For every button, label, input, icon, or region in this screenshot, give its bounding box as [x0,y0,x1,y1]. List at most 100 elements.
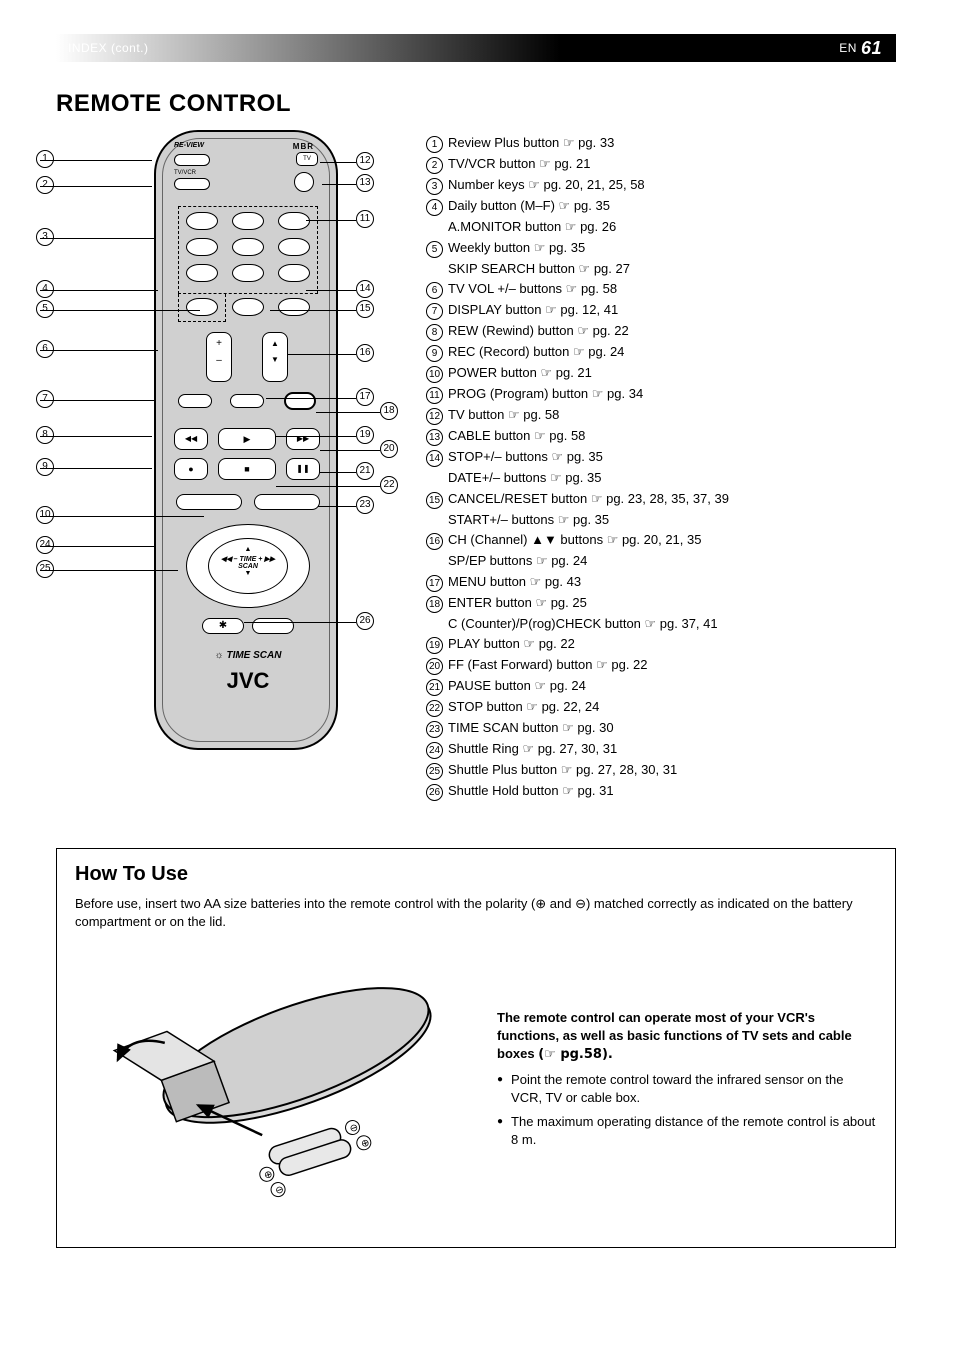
battery-bullet: Point the remote control toward the infr… [497,1071,877,1107]
callout-20: 20 [380,440,398,458]
tv-small-btn: TV [296,152,318,166]
legend-text: SKIP SEARCH button ☞ pg. 27 [448,260,896,279]
legend-number: 20 [426,658,443,675]
timescan-btn [254,494,320,510]
legend-row: 18ENTER button ☞ pg. 25 [426,594,896,613]
numkey-0 [232,298,264,316]
brand-logo: JVC [156,668,340,694]
callout-23: 23 [356,496,374,514]
legend-row: 4 Daily button (M–F) ☞ pg. 35 [426,197,896,216]
pause-btn: ❚❚ [286,458,320,480]
daily-btn [186,298,218,316]
numkey-1 [186,212,218,230]
legend-text: PROG (Program) button ☞ pg. 34 [448,385,896,404]
legend-number: 14 [426,450,443,467]
legend-number: 17 [426,575,443,592]
numkey-6 [278,238,310,256]
legend-number: 25 [426,763,443,780]
legend-row: 7DISPLAY button ☞ pg. 12, 41 [426,301,896,320]
legend-number: 4 [426,199,443,216]
callout-7: 7 [36,390,54,408]
play-btn: ▶ [218,428,276,450]
legend-number: 12 [426,408,443,425]
legend-row: 2 TV/VCR button ☞ pg. 21 [426,155,896,174]
legend-row: 19PLAY button ☞ pg. 22 [426,635,896,654]
legend-row: 11PROG (Program) button ☞ pg. 34 [426,385,896,404]
numkey-4 [186,238,218,256]
legend-text: A.MONITOR button ☞ pg. 26 [448,218,896,237]
legend-text: DISPLAY button ☞ pg. 12, 41 [448,301,896,320]
legend-row: SP/EP buttons ☞ pg. 24 [426,552,896,571]
legend-row: 20FF (Fast Forward) button ☞ pg. 22 [426,656,896,675]
cable-btn2 [252,618,294,634]
legend-number: 5 [426,241,443,258]
legend-text: Review Plus button ☞ pg. 33 [448,134,896,153]
legend-row: 13CABLE button ☞ pg. 58 [426,427,896,446]
callout-13: 13 [356,174,374,192]
battery-illustration: ⊕ ⊖ ⊖ ⊕ [87,959,457,1219]
callout-21: 21 [356,462,374,480]
legend-text: REW (Rewind) button ☞ pg. 22 [448,322,896,341]
legend-row: 3Number keys ☞ pg. 20, 21, 25, 58 [426,176,896,195]
legend-row: 14STOP+/– buttons ☞ pg. 35 [426,448,896,467]
legend-row: 26Shuttle Hold button ☞ pg. 31 [426,782,896,801]
rec-btn: ● [174,458,208,480]
legend-text: TV/VCR button ☞ pg. 21 [448,155,896,174]
legend-row: 10POWER button ☞ pg. 21 [426,364,896,383]
review-plus-btn [174,154,210,166]
legend-text: TIME SCAN button ☞ pg. 30 [448,719,896,738]
legend-text: Shuttle Plus button ☞ pg. 27, 28, 30, 31 [448,761,896,780]
tvvcr-btn [174,178,210,190]
legend-text: STOP button ☞ pg. 22, 24 [448,698,896,717]
legend-row: A.MONITOR button ☞ pg. 26 [426,218,896,237]
legend-text: DATE+/– buttons ☞ pg. 35 [448,469,896,488]
callout-8: 8 [36,426,54,444]
legend: 1 Review Plus button ☞ pg. 33 2 TV/VCR butt… [426,134,896,803]
legend-row: START+/– buttons ☞ pg. 35 [426,511,896,530]
legend-text: Shuttle Ring ☞ pg. 27, 30, 31 [448,740,896,759]
vol-rocker: + – [206,332,232,382]
legend-number: 10 [426,366,443,383]
legend-number: 6 [426,282,443,299]
legend-number: 22 [426,700,443,717]
legend-text: TV button ☞ pg. 58 [448,406,896,425]
header-bar: INDEX (cont.) EN61 [56,34,896,62]
legend-number: 3 [426,178,443,195]
callout-14: 14 [356,280,374,298]
legend-text: TV VOL +/– buttons ☞ pg. 58 [448,280,896,299]
callout-4: 4 [36,280,54,298]
legend-row: 21PAUSE button ☞ pg. 24 [426,677,896,696]
legend-text: Daily button (M–F) ☞ pg. 35 [448,197,896,216]
legend-row: 5Weekly button ☞ pg. 35 [426,239,896,258]
legend-text: SP/EP buttons ☞ pg. 24 [448,552,896,571]
battery-instruction-box: How To Use Before use, insert two AA siz… [56,848,896,1248]
legend-row: 12 TV button ☞ pg. 58 [426,406,896,425]
prog-btn [176,494,242,510]
numkey-9 [278,264,310,282]
legend-row: 15CANCEL/RESET button ☞ pg. 23, 28, 35, … [426,490,896,509]
legend-number: 2 [426,157,443,174]
legend-text: CANCEL/RESET button ☞ pg. 23, 28, 35, 37… [448,490,896,509]
legend-row: 23TIME SCAN button ☞ pg. 30 [426,719,896,738]
legend-row: DATE+/– buttons ☞ pg. 35 [426,469,896,488]
callout-11: 11 [356,210,374,228]
legend-row: 17MENU button ☞ pg. 43 [426,573,896,592]
numkey-2 [232,212,264,230]
battery-title: How To Use [75,863,188,886]
callout-15: 15 [356,300,374,318]
legend-number: 8 [426,324,443,341]
battery-cautions: The remote control can operate most of y… [497,1009,877,1155]
legend-text: CABLE button ☞ pg. 58 [448,427,896,446]
numkey-3 [278,212,310,230]
numkey-5 [232,238,264,256]
legend-number: 1 [426,136,443,153]
legend-number: 21 [426,679,443,696]
legend-text: CH (Channel) ▲▼ buttons ☞ pg. 20, 21, 35 [448,531,896,550]
legend-text: C (Counter)/P(rog)CHECK button ☞ pg. 37,… [448,615,896,634]
timescan-logo: ☼ TIME SCAN [156,650,340,661]
ff-btn: ▶▶ [286,428,320,450]
remote-body: RE-VIEW MBR TV TV/VCR + – ▲ [154,130,338,750]
legend-row: 8 REW (Rewind) button ☞ pg. 22 [426,322,896,341]
weekly-btn [278,298,310,316]
callout-12: 12 [356,152,374,170]
